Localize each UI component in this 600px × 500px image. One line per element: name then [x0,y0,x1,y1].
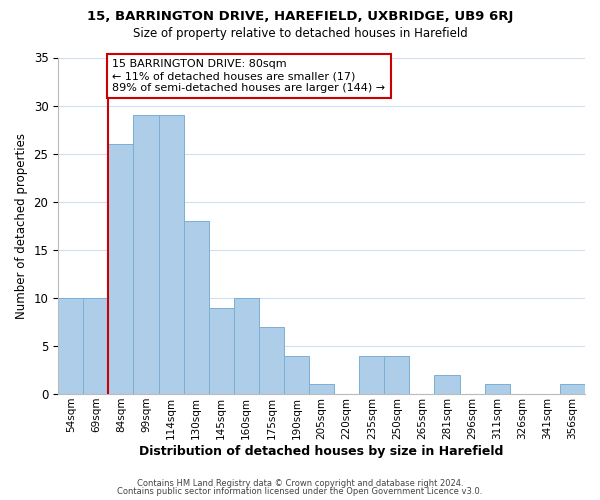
Bar [133,115,158,394]
Bar [58,298,83,394]
Text: Size of property relative to detached houses in Harefield: Size of property relative to detached ho… [133,28,467,40]
Bar [309,384,334,394]
Bar [184,221,209,394]
Text: Contains HM Land Registry data © Crown copyright and database right 2024.: Contains HM Land Registry data © Crown c… [137,478,463,488]
Y-axis label: Number of detached properties: Number of detached properties [15,133,28,319]
Bar [234,298,259,394]
Bar [259,326,284,394]
Bar [109,144,133,394]
Text: 15 BARRINGTON DRIVE: 80sqm
← 11% of detached houses are smaller (17)
89% of semi: 15 BARRINGTON DRIVE: 80sqm ← 11% of deta… [112,60,385,92]
Bar [158,115,184,394]
Bar [560,384,585,394]
Bar [485,384,510,394]
Bar [359,356,384,394]
Bar [434,375,460,394]
Bar [384,356,409,394]
Text: 15, BARRINGTON DRIVE, HAREFIELD, UXBRIDGE, UB9 6RJ: 15, BARRINGTON DRIVE, HAREFIELD, UXBRIDG… [87,10,513,23]
Bar [83,298,109,394]
X-axis label: Distribution of detached houses by size in Harefield: Distribution of detached houses by size … [139,444,504,458]
Bar [209,308,234,394]
Text: Contains public sector information licensed under the Open Government Licence v3: Contains public sector information licen… [118,487,482,496]
Bar [284,356,309,394]
